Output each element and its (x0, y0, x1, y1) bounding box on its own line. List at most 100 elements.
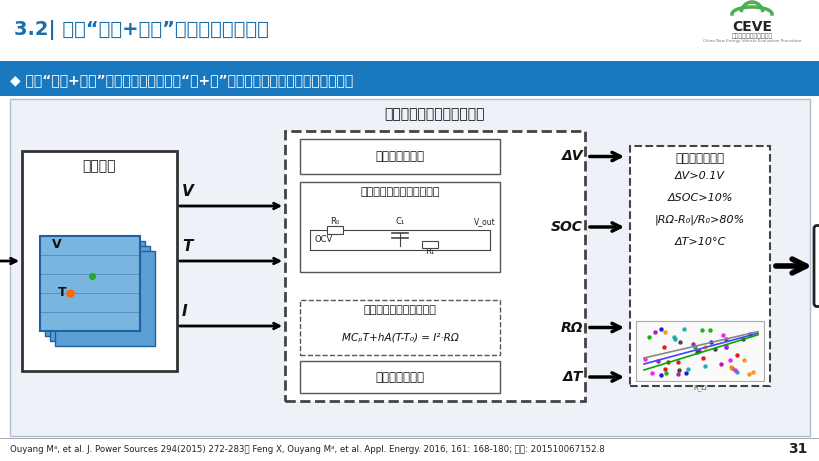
Point (690, 349, 703, 356)
Bar (22, 151, 177, 371)
Point (713, 360, 726, 367)
Point (716, 331, 729, 338)
Bar (629, 146, 769, 386)
Text: V: V (182, 184, 193, 199)
Bar (50, 246, 150, 341)
Text: 实车数据: 实车数据 (83, 159, 116, 173)
Bar (300, 361, 500, 393)
Text: ◆ 基于“平均+差异”假设，以及内短路的“电+热”耦合特征，判断电池组内短路风险: ◆ 基于“平均+差异”假设，以及内短路的“电+热”耦合特征，判断电池组内短路风险 (10, 73, 353, 87)
Point (668, 335, 681, 343)
FancyBboxPatch shape (813, 225, 819, 307)
Bar (45, 241, 145, 336)
Text: R₀: R₀ (330, 218, 339, 226)
Point (745, 368, 758, 375)
Text: V: V (52, 238, 61, 251)
Point (686, 341, 699, 348)
Point (723, 356, 736, 364)
Point (658, 328, 671, 336)
Point (703, 326, 716, 333)
Bar (300, 182, 500, 272)
Bar (0, 61, 819, 64)
Point (679, 370, 692, 377)
Bar (300, 300, 500, 355)
Point (659, 369, 672, 377)
Point (743, 331, 756, 338)
Point (680, 366, 693, 373)
Point (650, 357, 663, 365)
Point (708, 345, 721, 353)
Point (676, 325, 690, 332)
Point (698, 343, 711, 351)
Text: V_out: V_out (473, 218, 495, 226)
Point (654, 371, 667, 378)
Text: R_Ω: R_Ω (692, 384, 706, 391)
Text: C₁: C₁ (395, 218, 404, 226)
Bar (636, 321, 763, 381)
Text: 基于产热模型的参数辨识: 基于产热模型的参数辨识 (363, 305, 436, 315)
Point (742, 370, 755, 378)
Point (704, 338, 717, 346)
Point (718, 343, 731, 351)
Bar (0, 438, 819, 439)
Text: SOC: SOC (550, 220, 582, 234)
Bar (285, 131, 584, 401)
Point (737, 357, 750, 364)
Point (688, 343, 701, 350)
Bar (0, 0, 819, 61)
Point (725, 364, 738, 372)
Bar (10, 99, 809, 436)
Point (657, 343, 670, 350)
Text: ΔT: ΔT (562, 370, 582, 384)
Point (642, 333, 655, 341)
Text: China New Energy Vehicle Evaluation Procedure: China New Energy Vehicle Evaluation Proc… (702, 39, 800, 43)
Point (645, 369, 658, 377)
Text: R₁: R₁ (425, 248, 434, 256)
Text: |RΩ-R₀|/R₀>80%: |RΩ-R₀|/R₀>80% (654, 215, 744, 225)
Point (648, 329, 661, 336)
Text: RΩ: RΩ (560, 320, 582, 335)
Point (657, 366, 670, 373)
Text: 中国新能源汽车评价规程: 中国新能源汽车评价规程 (731, 33, 771, 39)
Text: 基于模型的内短路检测算法: 基于模型的内短路检测算法 (384, 107, 485, 121)
Text: ΔV: ΔV (561, 149, 582, 164)
Point (660, 358, 673, 366)
Point (730, 369, 743, 376)
Text: 31: 31 (788, 442, 807, 456)
Point (667, 334, 680, 341)
Text: T: T (182, 239, 192, 254)
Point (718, 336, 731, 343)
Point (673, 338, 686, 345)
Point (736, 335, 749, 343)
Text: 显著性判定准则: 显著性判定准则 (675, 153, 724, 165)
Bar (327, 226, 342, 234)
Point (697, 363, 710, 370)
Point (695, 355, 708, 362)
Text: I: I (182, 304, 188, 319)
Point (728, 367, 741, 374)
Bar (422, 241, 437, 248)
Point (723, 363, 736, 370)
Point (718, 343, 731, 350)
Bar (0, 64, 819, 96)
Point (637, 355, 650, 362)
Text: 电压一致性判断: 电压一致性判断 (375, 150, 424, 163)
Text: ΔT>10°C: ΔT>10°C (673, 237, 725, 247)
Bar (300, 139, 500, 174)
Text: MCₚṪ+hA(T-T₀) = I²·RΩ: MCₚṪ+hA(T-T₀) = I²·RΩ (342, 332, 458, 342)
Bar (689, 3, 814, 59)
Bar (40, 236, 140, 331)
Point (654, 326, 667, 333)
Text: ΔV>0.1V: ΔV>0.1V (674, 171, 724, 181)
Text: Ouyang Mᵃ, et al. J. Power Sources 294(2015) 272-283； Feng X, Ouyang Mᵃ, et al. : Ouyang Mᵃ, et al. J. Power Sources 294(2… (10, 444, 604, 454)
Point (730, 352, 743, 359)
Point (672, 366, 685, 374)
Point (695, 327, 708, 334)
Point (692, 347, 705, 355)
Text: 3.2| 基于“平均+差异”原理的内短路辨识: 3.2| 基于“平均+差异”原理的内短路辨识 (14, 20, 269, 40)
Text: CEVE: CEVE (731, 20, 771, 34)
Text: T: T (58, 286, 66, 299)
Text: 温度一致性判断: 温度一致性判断 (375, 371, 424, 384)
Point (671, 358, 684, 366)
Bar (55, 251, 155, 346)
Text: 基于电化学模型的状态估计: 基于电化学模型的状态估计 (360, 187, 439, 197)
